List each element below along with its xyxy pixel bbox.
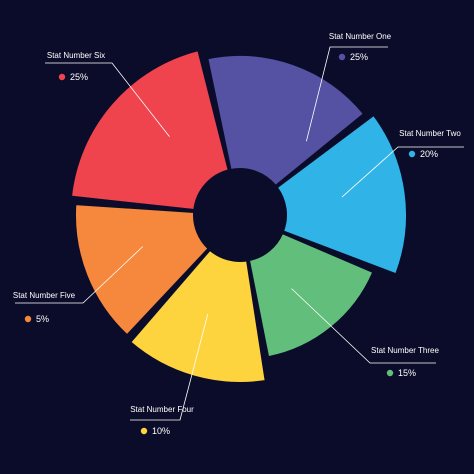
slice-value-one: 25% [350,52,368,62]
legend-dot-four [140,427,148,435]
slice-value-five: 5% [36,314,49,324]
leader-line-one [305,46,388,142]
slice-label-six: Stat Number Six [47,51,105,60]
slice-label-one: Stat Number One [329,32,392,41]
legend-dot-two [408,150,416,158]
slice-label-five: Stat Number Five [13,291,76,300]
legend-dot-five [24,315,32,323]
leader-line-three [291,288,436,364]
slice-value-six: 25% [70,72,88,82]
slice-label-three: Stat Number Three [371,346,439,355]
legend-dot-three [386,369,394,377]
legend-dot-six [58,73,66,81]
legend-dot-one [338,53,346,61]
leader-line-four [130,313,209,421]
leader-line-five [15,246,143,304]
slice-value-three: 15% [398,368,416,378]
leader-line-two [341,146,464,198]
donut-hole [194,169,286,261]
slice-label-four: Stat Number Four [130,405,194,414]
slice-value-two: 20% [420,149,438,159]
leader-line-six [45,62,170,137]
slice-label-two: Stat Number Two [399,129,461,138]
slice-value-four: 10% [152,426,170,436]
